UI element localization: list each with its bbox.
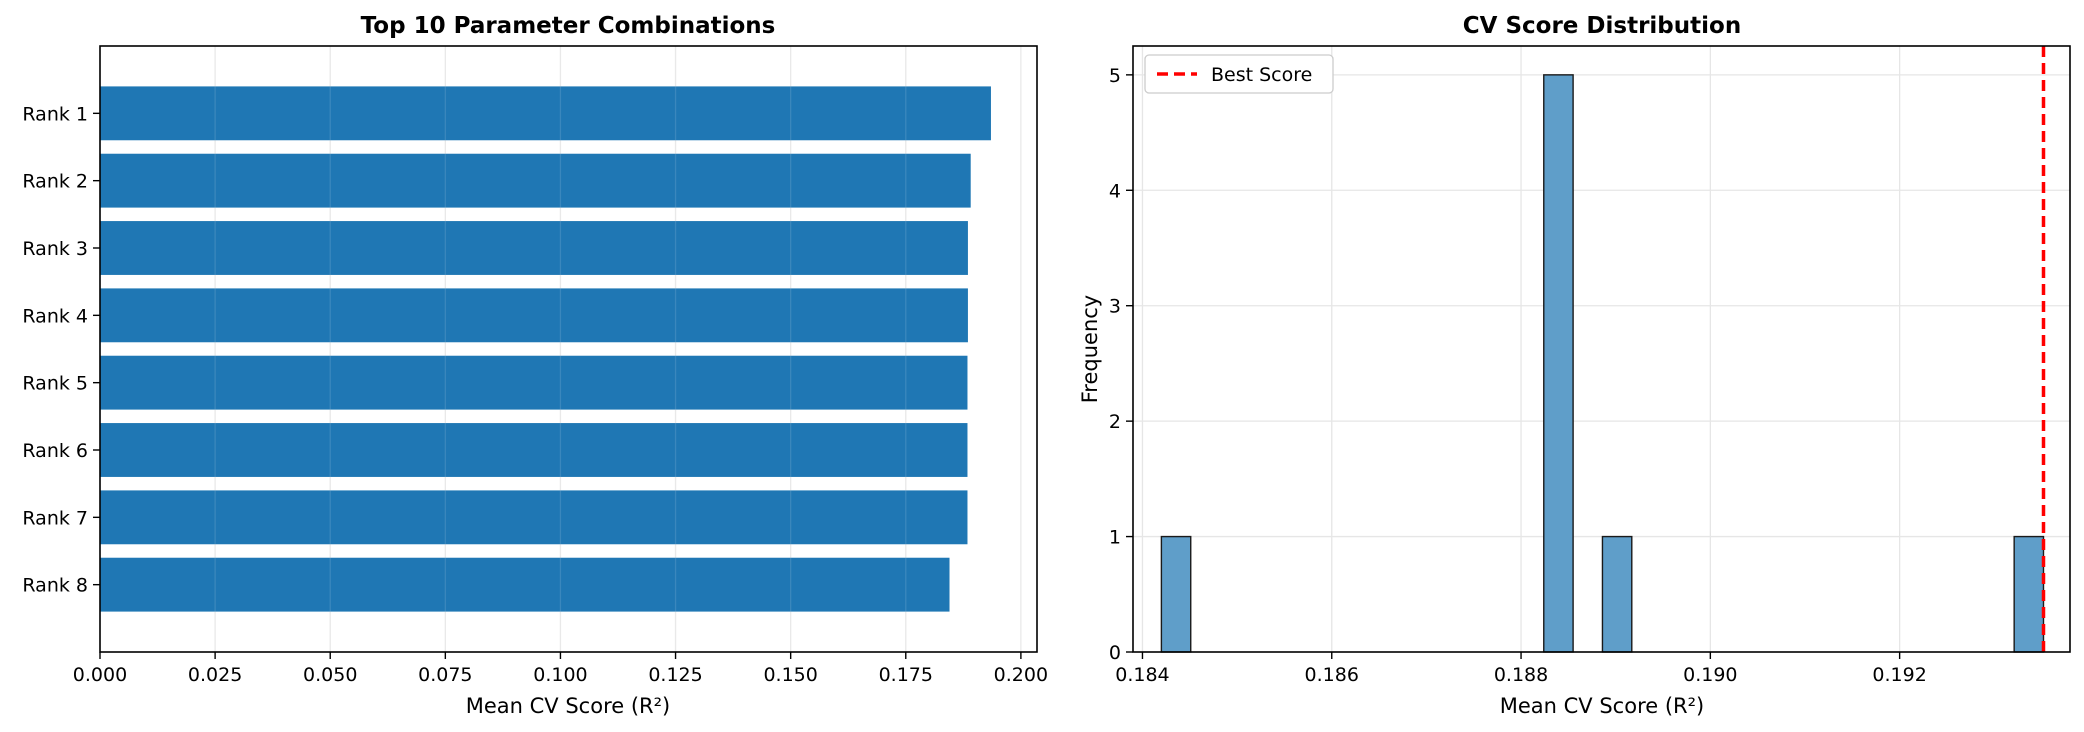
right-plot-frame (1132, 45, 2071, 653)
right-y-tick-label: 3 (1109, 296, 1121, 318)
left-x-tick-label: 0.150 (763, 664, 817, 686)
bar-rank-6 (100, 423, 968, 477)
right-y-tick-label: 4 (1109, 180, 1121, 202)
right-x-tick-label: 0.192 (1872, 664, 1926, 686)
ranking-bar-chart: Top 10 Parameter Combinations Rank 1 Rank… (22, 13, 1048, 718)
histogram-bin-3 (1601, 535, 1633, 653)
right-x-tick-label: 0.184 (1115, 664, 1169, 686)
right-y-tick-label: 0 (1109, 642, 1121, 664)
bar-rank-7 (100, 490, 968, 545)
right-x-tick-label: 0.190 (1683, 664, 1737, 686)
bar-rank-8 (100, 557, 950, 612)
left-y-tick-label: Rank 4 (22, 305, 88, 327)
left-x-tick-label: 0.000 (73, 664, 127, 686)
histogram-bin-1 (1160, 535, 1192, 653)
left-x-tick-label: 0.025 (188, 664, 242, 686)
left-x-tick-label: 0.100 (533, 664, 587, 686)
right-x-tick-label: 0.188 (1494, 664, 1548, 686)
right-y-tick-label: 5 (1109, 65, 1121, 87)
left-x-axis-label: Mean CV Score (R²) (466, 694, 670, 718)
left-x-tick-label: 0.075 (418, 664, 472, 686)
left-plot-frame (99, 45, 1038, 653)
bar-rank-5 (100, 355, 968, 410)
left-y-tick-label: Rank 3 (22, 238, 88, 260)
left-chart-title: Top 10 Parameter Combinations (361, 13, 776, 39)
right-y-tick-label: 2 (1109, 411, 1121, 433)
bar-rank-3 (100, 221, 968, 275)
left-x-tick-label: 0.200 (994, 664, 1048, 686)
bar-rank-2 (100, 153, 971, 208)
left-y-tick-label: Rank 2 (22, 171, 88, 193)
legend-box (1144, 54, 1334, 94)
left-y-tick-label: Rank 7 (22, 507, 88, 529)
bar-rank-4 (100, 288, 968, 343)
left-y-tick-label: Rank 8 (22, 575, 88, 597)
left-y-tick-label: Rank 1 (22, 103, 88, 125)
right-x-axis-label: Mean CV Score (R²) (1500, 694, 1704, 718)
left-y-tick-label: Rank 6 (22, 440, 88, 462)
left-x-tick-label: 0.175 (879, 664, 933, 686)
left-x-tick-label: 0.050 (303, 664, 357, 686)
legend-label: Best Score (1211, 64, 1312, 86)
score-histogram: CV Score Distribution 0 1 2 3 4 5 0.184 0.186 0… (1078, 13, 2071, 718)
right-x-tick-label: 0.186 (1305, 664, 1359, 686)
left-x-tick-label: 0.125 (648, 664, 702, 686)
bar-rank-1 (100, 86, 991, 141)
right-chart-title: CV Score Distribution (1463, 13, 1741, 39)
histogram-bin-4 (2013, 535, 2045, 653)
left-y-tick-label: Rank 5 (22, 373, 88, 395)
right-y-tick-label: 1 (1109, 527, 1121, 549)
histogram-bin-2 (1543, 74, 1574, 653)
legend: Best Score (1144, 54, 1334, 94)
right-y-axis-label: Frequency (1078, 295, 1102, 404)
